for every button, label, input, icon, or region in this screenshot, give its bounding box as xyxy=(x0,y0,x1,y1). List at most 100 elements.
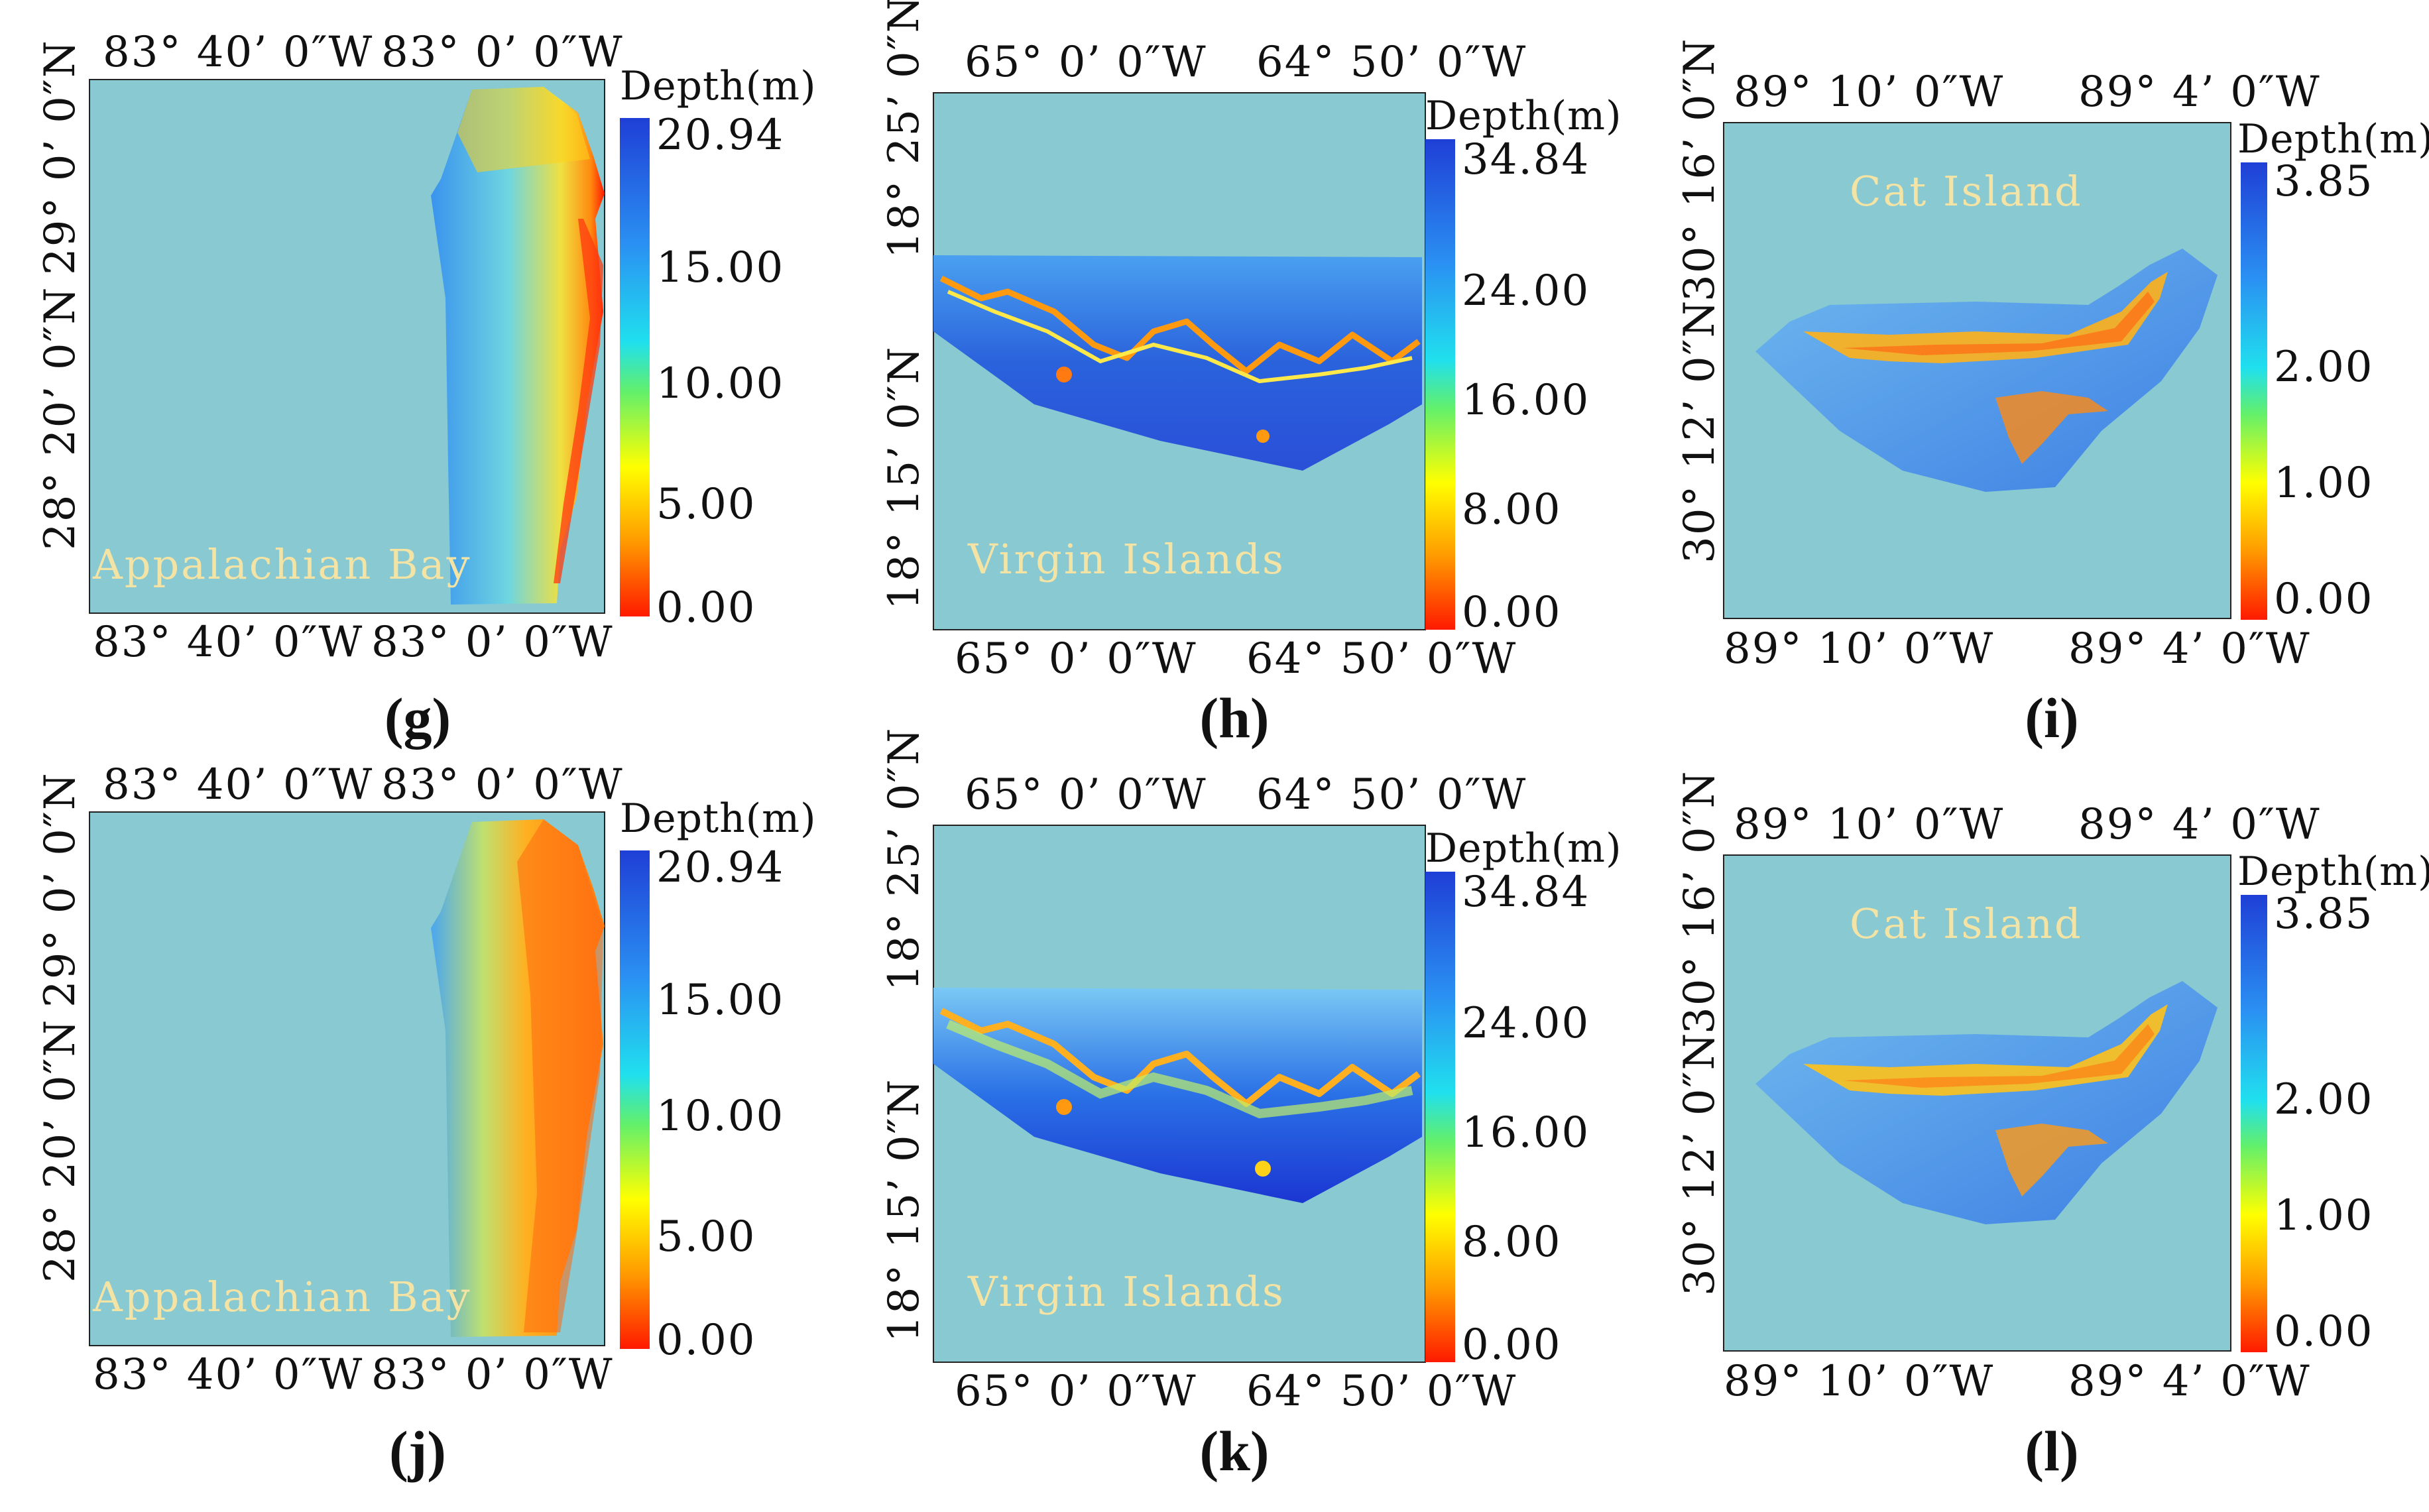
colorbar-tick: 20.94 xyxy=(656,843,784,892)
colorbar-tick: 5.00 xyxy=(656,1212,756,1261)
place-label: Appalachian Bay xyxy=(92,540,472,589)
depth-colorbar xyxy=(620,850,650,1349)
colorbar-title: Depth(m) xyxy=(2237,848,2429,895)
lon-top-2: 89° 4’ 0″W xyxy=(2078,800,2321,849)
panel-label: (i) xyxy=(2025,686,2078,750)
reef-patch xyxy=(1056,1099,1072,1115)
shallow-reef-edge xyxy=(939,1008,1421,1107)
panel-label: (g) xyxy=(385,686,451,750)
bathymetry-survey-area xyxy=(1755,981,2218,1224)
lat-label-1: 18° 25’ 0″N xyxy=(880,727,929,991)
colorbar-tick: 10.00 xyxy=(656,359,784,408)
place-label: Cat Island xyxy=(1850,900,2083,948)
lat-label-2: 18° 15’ 0″N xyxy=(880,345,929,610)
spit-shoal xyxy=(1995,1124,2108,1196)
lon-top-1: 65° 0’ 0″W xyxy=(965,38,1207,87)
colorbar-tick: 34.84 xyxy=(1462,868,1590,917)
panel-g: Appalachian Bay 83° 40’ 0″W 83° 0’ 0″W 8… xyxy=(36,28,817,750)
lat-label-1: 18° 25’ 0″N xyxy=(880,0,929,259)
lon-bottom-2: 83° 0’ 0″W xyxy=(371,1350,614,1399)
bathymetry-survey-area xyxy=(1755,249,2218,492)
nearshore-shallow-band xyxy=(517,819,603,1332)
colorbar-tick: 1.00 xyxy=(2274,459,2374,508)
lon-bottom-1: 83° 40’ 0″W xyxy=(93,1350,363,1399)
bathymetry-survey-area xyxy=(431,87,605,605)
depth-colorbar xyxy=(2241,162,2267,620)
colorbar-tick: 2.00 xyxy=(2274,1075,2374,1124)
colorbar-tick: 24.00 xyxy=(1462,266,1590,316)
lon-top-2: 64° 50’ 0″W xyxy=(1256,38,1527,87)
shallow-ridge-core xyxy=(1843,1024,2155,1088)
lat-label-2: 28° 20’ 0″N xyxy=(36,1018,85,1283)
lon-bottom-1: 89° 10’ 0″W xyxy=(1724,1357,1994,1406)
colorbar-title: Depth(m) xyxy=(1425,93,1622,139)
colorbar-tick: 2.00 xyxy=(2274,343,2374,392)
lon-bottom-2: 83° 0’ 0″W xyxy=(371,618,614,667)
depth-colorbar xyxy=(1425,872,1455,1362)
lon-bottom-1: 65° 0’ 0″W xyxy=(955,1367,1197,1416)
lat-label-1: 29° 0’ 0″N xyxy=(36,772,85,1008)
lon-top-1: 83° 40’ 0″W xyxy=(103,28,373,77)
spit-shoal xyxy=(1995,391,2108,464)
colorbar-tick: 10.00 xyxy=(656,1092,784,1141)
reef-patch xyxy=(1255,1161,1271,1177)
place-label: Virgin Islands xyxy=(967,535,1285,583)
lon-bottom-1: 83° 40’ 0″W xyxy=(93,618,363,667)
lat-label-2: 30° 12’ 0″N xyxy=(1675,299,1724,563)
lat-label-1: 30° 16’ 0″N xyxy=(1675,37,1724,302)
lon-top-2: 64° 50’ 0″W xyxy=(1256,770,1527,819)
lon-bottom-2: 64° 50’ 0″W xyxy=(1246,1367,1517,1416)
lon-bottom-2: 64° 50’ 0″W xyxy=(1246,634,1517,683)
colorbar-tick: 15.00 xyxy=(656,976,784,1025)
colorbar-tick: 0.00 xyxy=(2274,575,2374,624)
northern-shelf-shoal xyxy=(457,87,590,172)
colorbar-tick: 8.00 xyxy=(1462,1218,1562,1267)
nearshore-shallow-band xyxy=(554,219,603,583)
shallow-ridge-core xyxy=(1843,292,2155,355)
colorbar-tick: 3.85 xyxy=(2274,157,2374,206)
colorbar-tick: 16.00 xyxy=(1462,376,1590,425)
lon-top-1: 89° 10’ 0″W xyxy=(1734,800,2004,849)
lon-bottom-2: 89° 4’ 0″W xyxy=(2068,1357,2311,1406)
lat-label-2: 18° 15’ 0″N xyxy=(880,1078,929,1342)
panel-j: Appalachian Bay 83° 40’ 0″W 83° 0’ 0″W 8… xyxy=(36,760,817,1483)
colorbar-tick: 1.00 xyxy=(2274,1191,2374,1240)
lat-label-1: 29° 0’ 0″N xyxy=(36,39,85,275)
colorbar-tick: 0.00 xyxy=(656,1316,756,1365)
place-label: Cat Island xyxy=(1850,167,2083,215)
panel-k: Virgin Islands 65° 0’ 0″W 64° 50’ 0″W 65… xyxy=(880,727,1622,1483)
colorbar-tick: 0.00 xyxy=(1462,588,1562,637)
colorbar-title: Depth(m) xyxy=(2237,116,2429,162)
reef-patch xyxy=(1256,430,1270,443)
shallow-reef-edge xyxy=(939,275,1421,375)
colorbar-tick: 20.94 xyxy=(656,111,784,160)
lon-top-2: 89° 4’ 0″W xyxy=(2078,68,2321,117)
panel-label: (h) xyxy=(1199,686,1269,750)
colorbar-tick: 16.00 xyxy=(1462,1108,1590,1157)
lat-label-2: 28° 20’ 0″N xyxy=(36,286,85,550)
lon-bottom-2: 89° 4’ 0″W xyxy=(2068,624,2311,673)
colorbar-tick: 5.00 xyxy=(656,480,756,529)
colorbar-tick: 15.00 xyxy=(656,243,784,292)
lat-label-2: 30° 12’ 0″N xyxy=(1675,1031,1724,1296)
place-label: Virgin Islands xyxy=(967,1267,1285,1316)
lon-bottom-1: 89° 10’ 0″W xyxy=(1724,624,1994,673)
colorbar-title: Depth(m) xyxy=(620,63,817,109)
lon-top-1: 89° 10’ 0″W xyxy=(1734,68,2004,117)
lon-top-2: 83° 0’ 0″W xyxy=(381,760,624,809)
colorbar-tick: 8.00 xyxy=(1462,485,1562,534)
colorbar-tick: 3.85 xyxy=(2274,890,2374,939)
lat-label-1: 30° 16’ 0″N xyxy=(1675,770,1724,1034)
lon-top-2: 83° 0’ 0″W xyxy=(381,28,624,77)
reef-patch xyxy=(1056,367,1072,382)
panel-l: Cat Island 89° 10’ 0″W 89° 4’ 0″W 89° 10… xyxy=(1675,770,2429,1483)
colorbar-tick: 0.00 xyxy=(2274,1307,2374,1356)
panel-h: Virgin Islands 65° 0’ 0″W 64° 50’ 0″W 65… xyxy=(880,0,1622,750)
colorbar-title: Depth(m) xyxy=(1425,825,1622,872)
colorbar-title: Depth(m) xyxy=(620,795,817,842)
depth-colorbar xyxy=(2241,895,2267,1352)
colorbar-tick: 0.00 xyxy=(656,583,756,632)
colorbar-tick: 0.00 xyxy=(1462,1320,1562,1369)
shallow-reef-edge-inner xyxy=(946,1019,1413,1119)
